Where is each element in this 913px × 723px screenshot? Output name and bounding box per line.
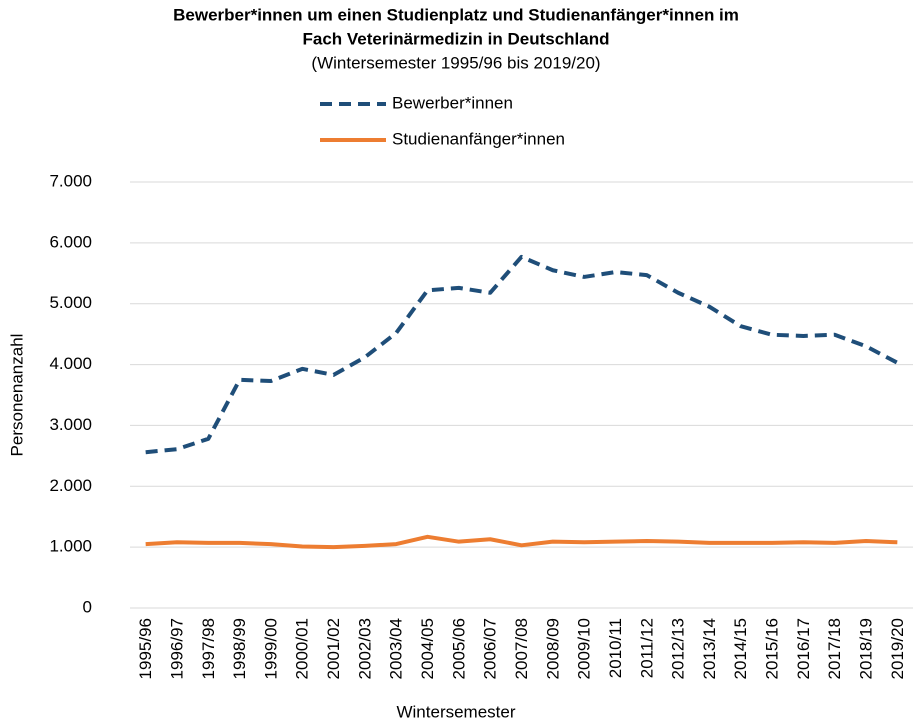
x-tick-label: 2019/20 bbox=[888, 618, 907, 679]
y-tick-label: 0 bbox=[83, 597, 92, 616]
chart-subtitle: (Wintersemester 1995/96 bis 2019/20) bbox=[311, 53, 600, 72]
x-tick-label: 2001/02 bbox=[324, 618, 343, 679]
x-tick-label: 2012/13 bbox=[669, 618, 688, 679]
x-tick-label: 2016/17 bbox=[794, 618, 813, 679]
x-tick-label: 2006/07 bbox=[481, 618, 500, 679]
x-tick-label: 1997/98 bbox=[199, 618, 218, 679]
x-tick-label: 1999/00 bbox=[261, 618, 280, 679]
chart-title: Fach Veterinärmedizin in Deutschland bbox=[302, 29, 609, 48]
x-tick-label: 2011/12 bbox=[637, 618, 656, 678]
x-tick-label: 2013/14 bbox=[700, 618, 719, 679]
y-tick-label: 7.000 bbox=[49, 171, 92, 190]
x-tick-label: 1996/97 bbox=[167, 618, 186, 679]
x-tick-label: 2007/08 bbox=[512, 618, 531, 679]
x-tick-label: 2004/05 bbox=[418, 618, 437, 679]
y-tick-label: 4.000 bbox=[49, 354, 92, 373]
x-axis-label: Wintersemester bbox=[396, 702, 515, 721]
y-axis-label: Personenanzahl bbox=[7, 334, 26, 457]
y-tick-label: 2.000 bbox=[49, 476, 92, 495]
x-tick-label: 2010/11 bbox=[606, 618, 625, 678]
x-tick-label: 2018/19 bbox=[857, 618, 876, 679]
legend-label: Studienanfänger*innen bbox=[392, 129, 565, 148]
legend-label: Bewerber*innen bbox=[392, 93, 513, 112]
x-tick-label: 1995/96 bbox=[136, 618, 155, 679]
x-tick-label: 2015/16 bbox=[763, 618, 782, 679]
x-tick-label: 2014/15 bbox=[731, 618, 750, 679]
x-tick-label: 2005/06 bbox=[449, 618, 468, 679]
y-tick-label: 6.000 bbox=[49, 232, 92, 251]
x-tick-label: 2009/10 bbox=[575, 618, 594, 679]
x-tick-label: 2003/04 bbox=[387, 618, 406, 679]
x-tick-label: 2002/03 bbox=[355, 618, 374, 679]
line bbox=[145, 534, 898, 550]
chart-title: Bewerber*innen um einen Studienplatz und… bbox=[173, 5, 739, 24]
line bbox=[145, 254, 899, 455]
y-tick-label: 1.000 bbox=[49, 537, 92, 556]
y-tick-label: 3.000 bbox=[49, 415, 92, 434]
x-tick-label: 2017/18 bbox=[825, 618, 844, 679]
x-tick-label: 2000/01 bbox=[293, 618, 312, 679]
x-tick-label: 2008/09 bbox=[543, 618, 562, 679]
x-tick-label: 1998/99 bbox=[230, 618, 249, 679]
y-tick-label: 5.000 bbox=[49, 293, 92, 312]
